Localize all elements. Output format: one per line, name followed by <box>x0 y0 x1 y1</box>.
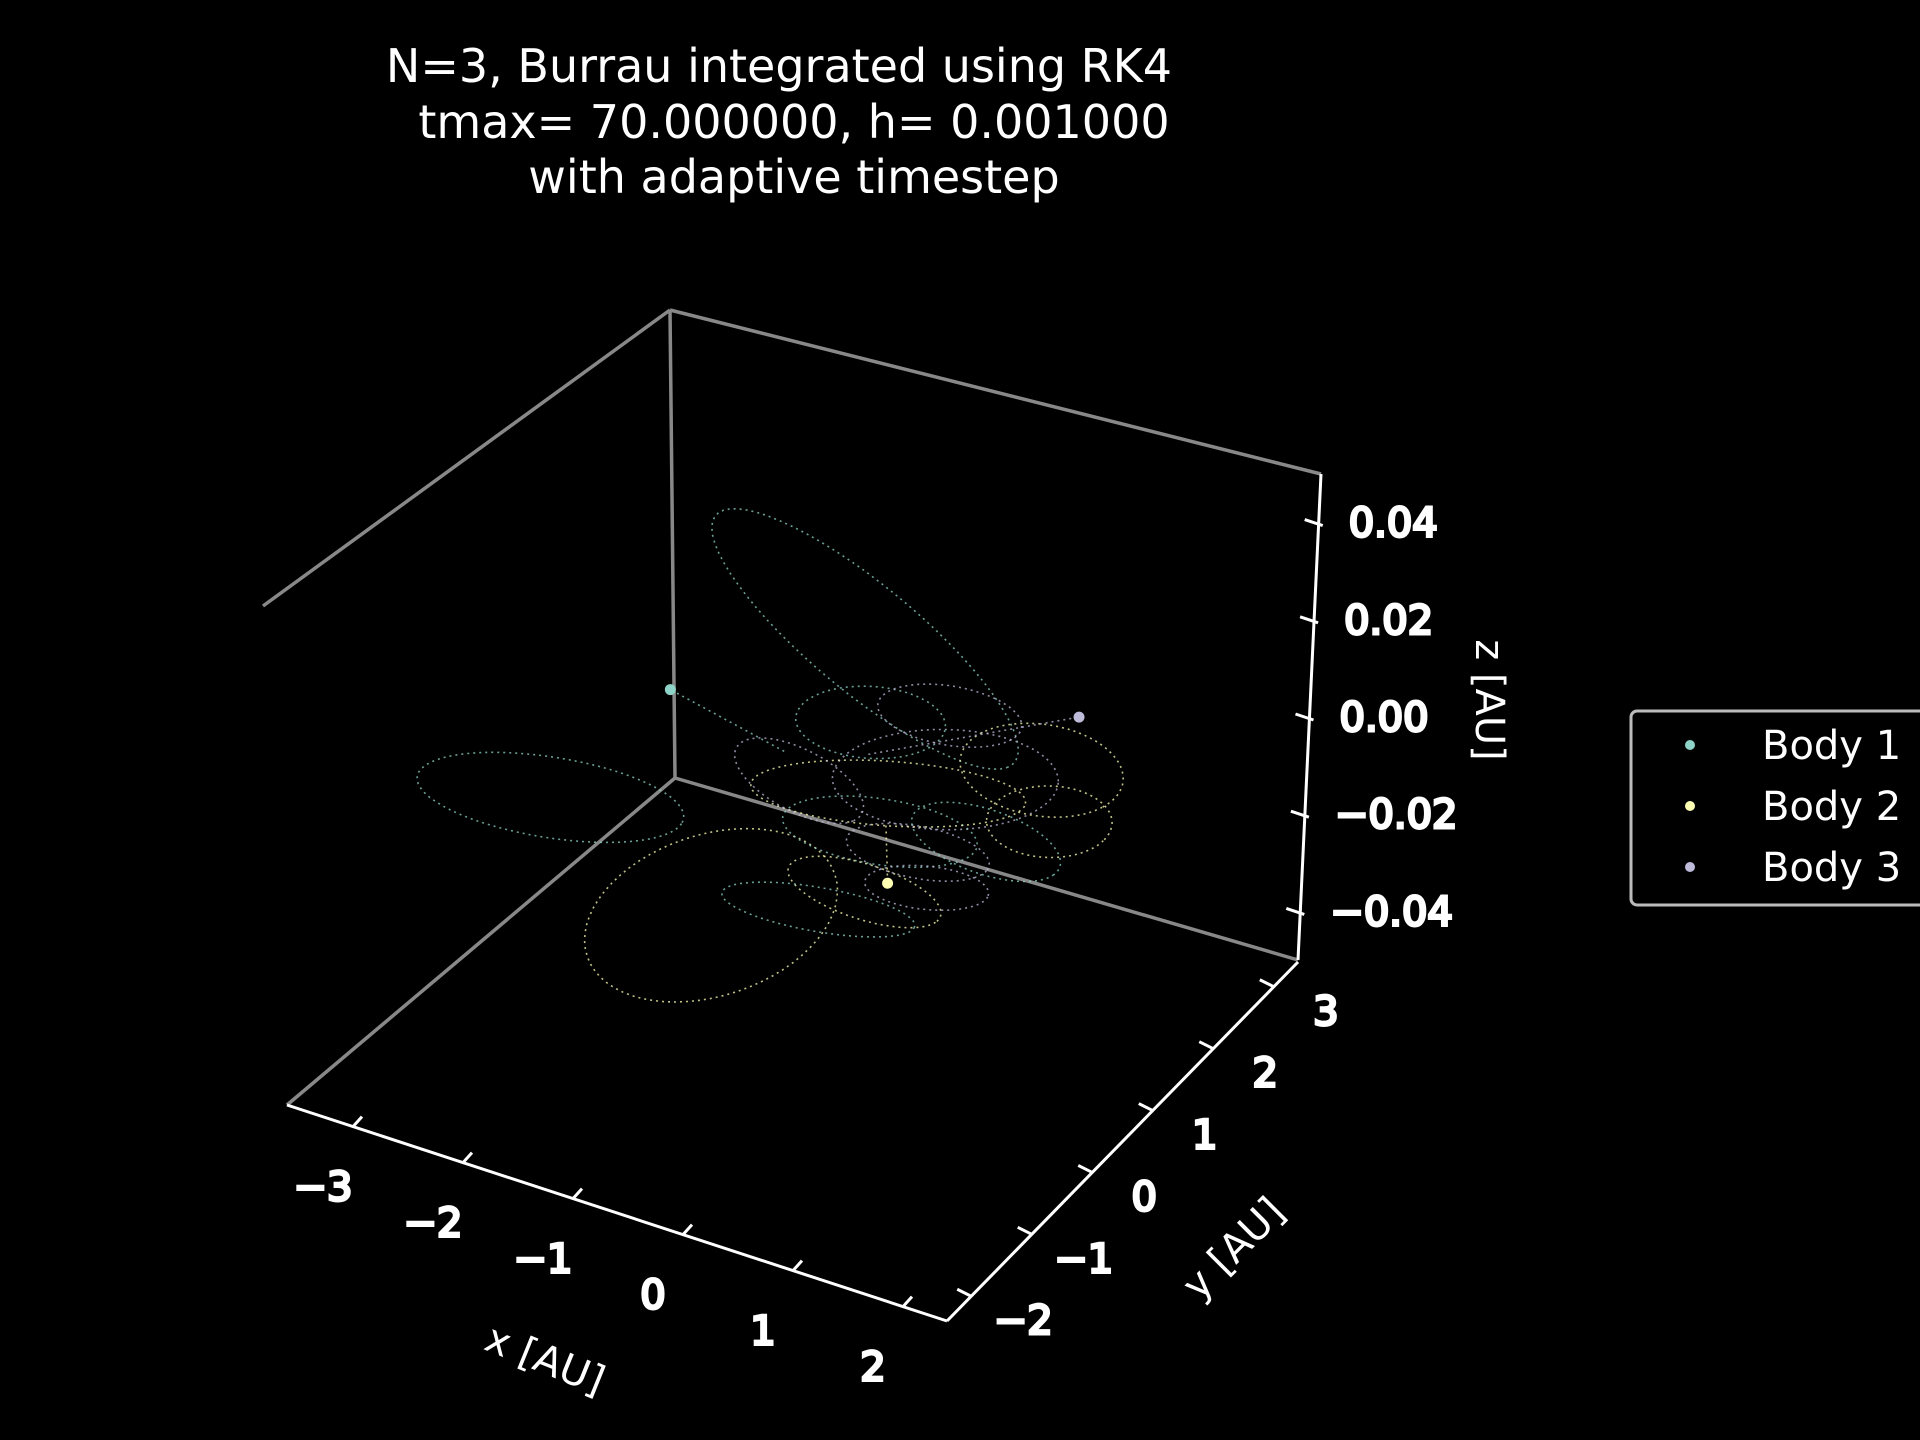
trajectory-escape-path <box>885 825 889 884</box>
y-tick-mark <box>1259 978 1275 989</box>
z-axis-line <box>1296 473 1323 961</box>
chart-title: N=3, Burrau integrated using RK4 tmax= 7… <box>386 39 1172 204</box>
title-line-3: with adaptive timestep <box>528 150 1059 204</box>
y-tick-label: 0 <box>1132 1174 1157 1220</box>
z-axis: −0.04 −0.02 0.00 0.02 0.04 z [AU] <box>1285 473 1512 961</box>
z-tick-mark <box>1304 518 1324 528</box>
pane-edge-vertical-back <box>668 309 677 779</box>
x-tick-label: 0 <box>640 1273 665 1319</box>
y-tick-label: 2 <box>1253 1051 1278 1097</box>
x-tick-mark <box>791 1259 804 1272</box>
pane-edges <box>261 308 1322 1107</box>
title-line-2: tmax= 70.000000, h= 0.001000 <box>418 95 1169 149</box>
y-tick-label: −2 <box>994 1298 1053 1344</box>
body-final-point <box>664 684 676 696</box>
pane-edge-top-back <box>669 308 1322 476</box>
legend-marker <box>1685 862 1695 872</box>
x-axis-line <box>286 1103 948 1323</box>
trajectory-path <box>985 785 1113 859</box>
trajectory-path <box>863 864 990 911</box>
body-markers <box>664 684 1085 889</box>
x-tick-label: −3 <box>294 1165 353 1211</box>
legend-label: Body 2 <box>1762 784 1901 830</box>
legend-label: Body 1 <box>1762 723 1901 769</box>
trajectory-path <box>583 827 839 1003</box>
trajectory-path <box>876 683 1023 749</box>
trajectories <box>416 507 1125 1003</box>
z-tick-mark <box>1290 809 1310 819</box>
z-tick-label: 0.04 <box>1349 501 1438 547</box>
y-tick-mark <box>1077 1164 1093 1174</box>
z-tick-mark <box>1299 615 1319 625</box>
y-tick-mark <box>1138 1102 1154 1112</box>
pane-edge-floor-back <box>674 776 1299 962</box>
y-tick-label: 3 <box>1313 989 1338 1035</box>
x-ticks: −3 −2 −1 0 1 2 <box>292 1115 914 1392</box>
y-tick-mark <box>956 1287 972 1298</box>
legend-items: Body 1 Body 2 Body 3 <box>1685 723 1901 891</box>
pane-edge-floor-left <box>285 776 677 1107</box>
x-tick-mark <box>901 1295 914 1308</box>
legend-marker <box>1685 801 1695 811</box>
x-tick-label: −2 <box>404 1201 463 1247</box>
title-line-1: N=3, Burrau integrated using RK4 <box>386 39 1172 93</box>
z-axis-label: z [AU] <box>1466 639 1512 761</box>
x-tick-mark <box>681 1223 694 1236</box>
z-tick-label: −0.04 <box>1330 889 1453 935</box>
z-tick-mark <box>1285 906 1305 916</box>
x-tick-label: 2 <box>860 1345 885 1391</box>
legend: Body 1 Body 2 Body 3 <box>1629 709 1920 907</box>
legend-frame <box>1629 709 1920 907</box>
y-tick-mark <box>1017 1226 1033 1236</box>
x-tick-label: −1 <box>514 1237 573 1283</box>
trajectory-path <box>845 822 990 883</box>
body-final-point <box>1073 711 1085 723</box>
x-tick-mark <box>351 1115 364 1128</box>
x-tick-label: 1 <box>750 1309 775 1355</box>
x-tick-mark <box>571 1187 584 1200</box>
z-tick-label: 0.00 <box>1340 695 1429 741</box>
z-tick-mark <box>1295 712 1314 722</box>
trajectory-path <box>416 751 685 844</box>
trajectory-path <box>720 881 916 938</box>
trajectory-path <box>910 801 1062 883</box>
z-tick-label: −0.02 <box>1335 792 1458 838</box>
body-final-point <box>882 877 894 889</box>
legend-label: Body 3 <box>1762 845 1901 891</box>
trajectory-path <box>959 722 1125 819</box>
y-tick-label: −1 <box>1054 1236 1113 1282</box>
x-tick-mark <box>461 1151 474 1164</box>
trajectory-path <box>831 728 1060 831</box>
y-axis-line <box>945 960 1300 1323</box>
y-tick-mark <box>1198 1040 1214 1050</box>
legend-marker <box>1685 740 1695 750</box>
z-ticks: −0.04 −0.02 0.00 0.02 0.04 <box>1285 499 1459 937</box>
pane-edge-top-left <box>261 308 672 608</box>
y-tick-label: 1 <box>1192 1113 1217 1159</box>
trajectory-path <box>710 507 1020 770</box>
z-tick-label: 0.02 <box>1344 598 1433 644</box>
